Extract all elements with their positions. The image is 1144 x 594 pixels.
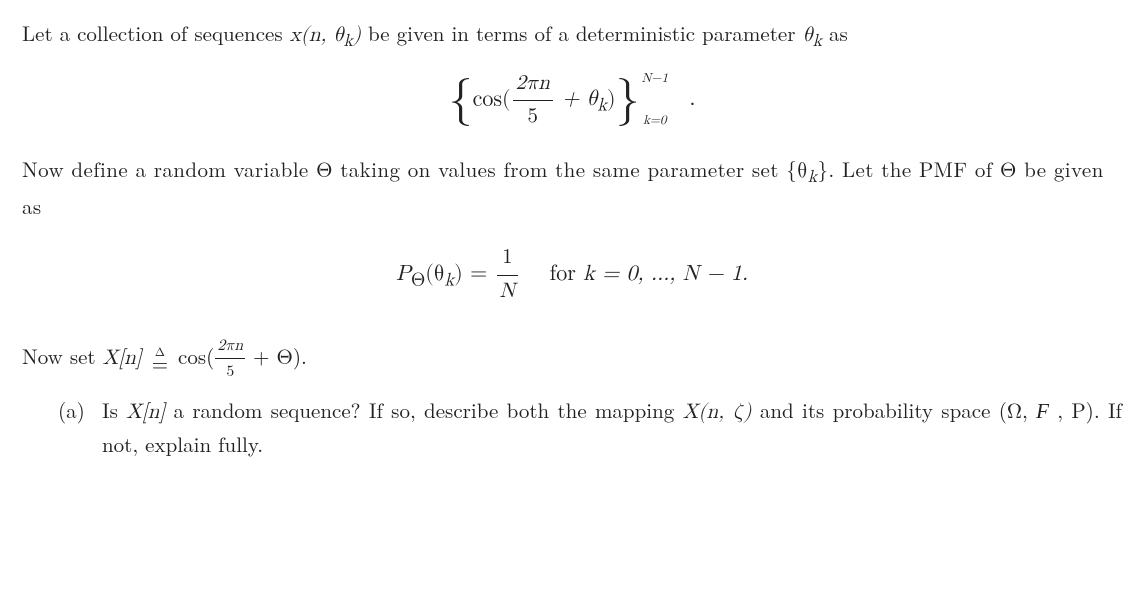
cos-open: cos( — [178, 341, 214, 371]
text: a random sequence? If so, describe both … — [165, 395, 682, 425]
mapping: X(n, ζ) — [683, 402, 752, 423]
P: P — [396, 263, 411, 285]
left-brace-icon: { — [449, 79, 473, 122]
text: Let a collection of sequences — [22, 18, 290, 48]
right-brace-icon: } — [616, 79, 640, 122]
subquestion-body: Is X[n] a random sequence? If so, descri… — [102, 395, 1122, 459]
sub: k — [813, 33, 822, 50]
math-inline: θk — [802, 25, 822, 46]
subquestion-a: (a) Is X[n] a random sequence? If so, de… — [22, 395, 1122, 459]
paragraph-3: Now set X[n] Δ = cos(2πn5 + Θ). — [22, 335, 1122, 384]
Theta: Θ — [1000, 154, 1017, 184]
text: . Let the PMF of — [828, 154, 1000, 184]
cos: cos — [473, 88, 502, 110]
paragraph-2: Now define a random variable Θ taking on… — [22, 154, 1122, 221]
equals: = — [152, 356, 168, 371]
P-sub: Θ — [411, 270, 425, 289]
denom: 5 — [513, 101, 553, 132]
for-clause: for k = 0, ..., N − 1. — [549, 263, 748, 285]
display-equation-2: PΘ(θk) = 1 N for k = 0, ..., N − 1. — [22, 243, 1122, 307]
fraction: 1 N — [497, 243, 519, 307]
pmf-lhs: PΘ(θk) — [396, 263, 470, 285]
display-equation-1: { cos(2πn5 + θk) } N−1 k=0 . — [22, 69, 1122, 133]
close: ) — [353, 25, 361, 46]
sub: k — [597, 96, 607, 115]
plus: + θ — [555, 88, 597, 110]
lower-limit: k=0 — [642, 114, 668, 128]
fraction-small: 2πn5 — [215, 333, 245, 382]
denom: N — [500, 281, 516, 302]
text: taking on values from the same parameter… — [333, 154, 786, 184]
text: Is — [102, 395, 126, 425]
math-inline: x(n, θk) — [290, 25, 361, 46]
text: Now define a random variable — [22, 154, 316, 184]
set-open: {θ — [786, 161, 808, 182]
sub: k — [808, 169, 818, 186]
subquestion-label: (a) — [58, 395, 102, 459]
Xn: X[n] — [103, 348, 142, 369]
text: be given in terms of a deterministic par… — [361, 18, 802, 48]
text: as — [822, 18, 848, 48]
plus-theta-close: + Θ). — [246, 341, 307, 371]
lparen: ( — [502, 88, 511, 110]
numer: 1 — [497, 243, 519, 275]
set-close: } — [817, 161, 828, 182]
fraction: 2πn5 — [513, 69, 553, 133]
sub: k — [344, 33, 353, 50]
theta: θ — [802, 25, 812, 46]
paragraph-1: Let a collection of sequences x(n, θk) b… — [22, 18, 1122, 55]
cos-expr: cos(2πn5 + θk) — [473, 69, 616, 133]
eqdef: Δ = — [152, 348, 168, 371]
Theta: Θ — [316, 154, 333, 184]
numer: 2πn — [217, 338, 243, 354]
plus-theta: + θk — [555, 88, 607, 110]
equals: = — [470, 263, 494, 285]
space-rest: , P) — [1049, 395, 1094, 425]
text: Now set — [22, 341, 103, 371]
numer: 2πn — [516, 73, 550, 94]
period: . — [689, 88, 695, 110]
arg-close: ) — [454, 263, 463, 285]
rparen: ) — [607, 88, 616, 110]
arg-sub: k — [445, 270, 455, 289]
upper-limit: N−1 — [642, 72, 668, 86]
space-open: (Ω, — [999, 395, 1036, 425]
limits: N−1 k=0 — [642, 72, 668, 129]
Xn: X[n] — [126, 402, 165, 423]
seq: x(n, θ — [290, 25, 344, 46]
brace-group: { cos(2πn5 + θk) } N−1 k=0 — [449, 69, 668, 133]
text: and its probability space — [752, 395, 999, 425]
sigma-algebra: F — [1036, 399, 1049, 423]
range: k = 0, ..., N − 1. — [583, 263, 748, 285]
for: for — [549, 263, 583, 285]
denom: 5 — [215, 359, 245, 382]
set: {θk} — [786, 161, 828, 182]
arg-open: (θ — [425, 263, 444, 285]
